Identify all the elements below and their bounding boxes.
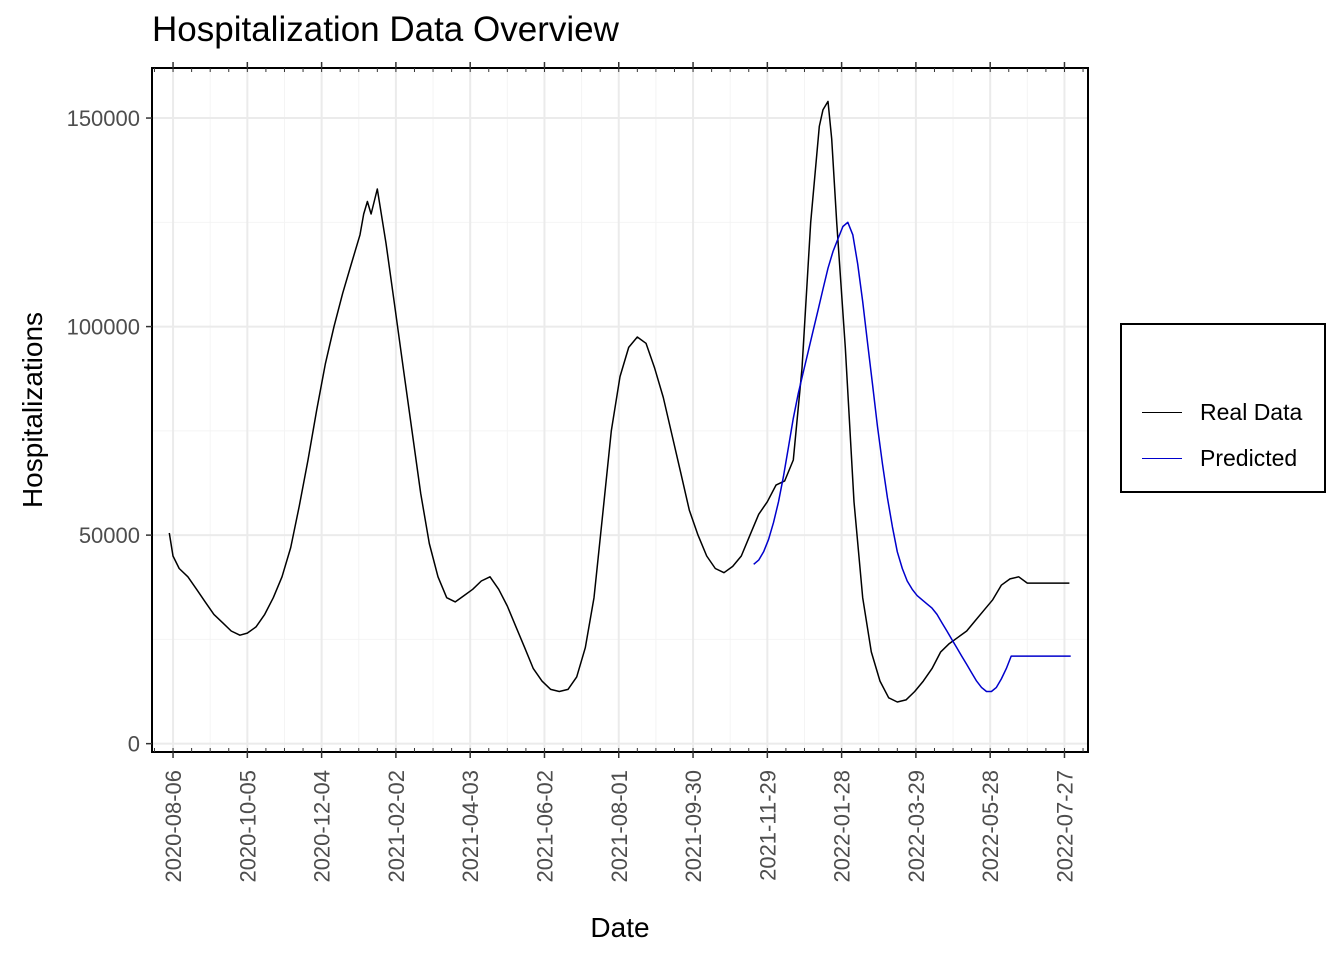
x-tick-label: 2020-10-05 [235, 770, 260, 883]
x-tick-label: 2021-09-30 [681, 770, 706, 883]
y-tick-label: 50000 [79, 523, 140, 548]
legend: Real Data Predicted [1120, 323, 1326, 493]
x-tick-label: 2021-08-01 [607, 770, 632, 883]
x-tick-label: 2021-06-02 [532, 770, 557, 883]
legend-item-predicted: Predicted [1142, 443, 1297, 473]
legend-item-real-data: Real Data [1142, 397, 1302, 427]
grid-minor [152, 68, 1088, 752]
legend-key-predicted [1142, 457, 1182, 459]
x-tick-label: 2022-03-29 [904, 770, 929, 883]
grid-major [152, 68, 1088, 752]
x-axis-title: Date [590, 912, 649, 943]
x-tick-label: 2022-05-28 [978, 770, 1003, 883]
series-line-real-data [168, 100, 1070, 703]
y-axis-ticks: 0 50000 100000 150000 [67, 106, 152, 757]
legend-label-predicted: Predicted [1200, 444, 1298, 471]
y-axis-title: Hospitalizations [17, 312, 48, 508]
legend-key-real-data [1142, 411, 1182, 413]
y-tick-label: 0 [128, 732, 140, 757]
y-tick-label: 100000 [67, 315, 140, 340]
x-tick-label: 2022-01-28 [830, 770, 855, 883]
series-line-predicted [753, 221, 1071, 693]
x-tick-label: 2021-11-29 [755, 770, 780, 881]
x-axis-ticks: 2020-08-06 2020-10-05 2020-12-04 2021-02-02… [153, 62, 1084, 883]
x-tick-label: 2020-12-04 [310, 770, 335, 883]
y-tick-label: 150000 [67, 106, 140, 131]
x-tick-label: 2022-07-27 [1052, 770, 1077, 883]
chart-title: Hospitalization Data Overview [152, 10, 619, 49]
x-tick-label: 2021-02-02 [384, 770, 409, 883]
series-group [168, 100, 1071, 703]
panel-border [151, 67, 1089, 753]
x-tick-label: 2021-04-03 [458, 770, 483, 883]
x-tick-label: 2020-08-06 [161, 770, 186, 883]
legend-label-real-data: Real Data [1200, 398, 1303, 425]
